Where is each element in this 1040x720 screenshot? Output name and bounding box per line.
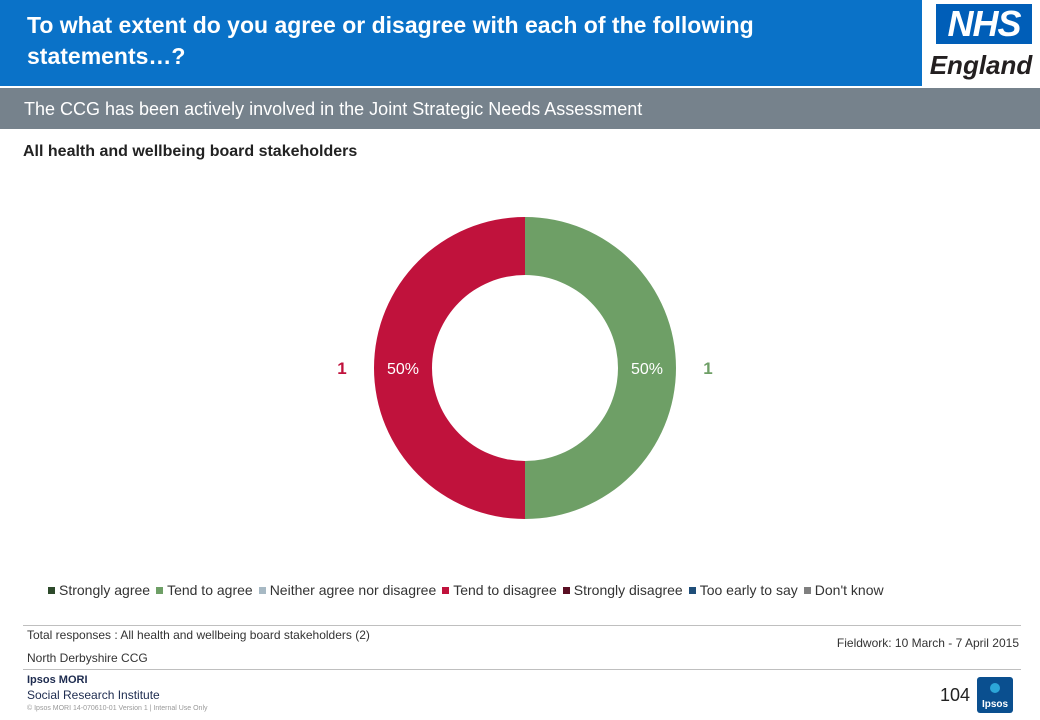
group-label: All health and wellbeing board stakehold…: [23, 143, 358, 160]
total-responses: Total responses : All health and wellbei…: [27, 628, 370, 642]
legend-swatch: [442, 587, 450, 594]
legend-swatch: [258, 587, 266, 594]
legend-item: Tend to disagree: [442, 582, 557, 598]
percent-label: 50%: [387, 361, 419, 378]
fieldwork-dates: Fieldwork: 10 March - 7 April 2015: [836, 636, 1019, 650]
footer-divider-bottom: [23, 669, 1021, 670]
percent-label: 50%: [631, 361, 663, 378]
page-number: 104: [940, 685, 971, 705]
copyright-text: © Ipsos MORI 14-070610-01 Version 1 | In…: [27, 705, 208, 712]
legend-label: Strongly agree: [59, 582, 151, 598]
ipsos-institute: Social Research Institute: [27, 688, 160, 702]
legend-swatch: [48, 587, 55, 594]
legend-item: Strongly disagree: [562, 582, 683, 598]
header-bar: To what extent do you agree or disagree …: [0, 0, 922, 86]
legend-item: Too early to say: [688, 582, 798, 598]
statement-bar: The CCG has been actively involved in th…: [0, 88, 1040, 129]
legend-item: Tend to agree: [156, 582, 253, 598]
ccg-name: North Derbyshire CCG: [27, 651, 148, 665]
legend-label: Don't know: [814, 582, 884, 598]
ipsos-logo-dot: [990, 683, 1000, 693]
legend-swatch: [562, 587, 570, 594]
legend-swatch: [803, 587, 811, 594]
ipsos-mori-logo: Ipsos MORI: [27, 674, 88, 686]
nhs-logo-mark: NHS: [936, 4, 1032, 44]
legend-label: Neither agree nor disagree: [269, 582, 437, 598]
count-label: 1: [703, 359, 712, 378]
legend-label: Tend to agree: [167, 582, 253, 598]
legend-item: Strongly agree: [48, 582, 150, 598]
ipsos-logo-text: Ipsos: [981, 699, 1009, 710]
legend-label: Tend to disagree: [453, 582, 557, 598]
nhs-england-logo: NHS England: [922, 0, 1040, 86]
chart-legend: Strongly agree Tend to agree Neither agree…: [48, 582, 1028, 602]
nhs-logo-region: England: [929, 50, 1033, 80]
legend-swatch: [156, 587, 164, 594]
footer-divider-top: [23, 625, 1021, 626]
legend-label: Strongly disagree: [573, 582, 683, 598]
donut-slice-tend-to-disagree: [374, 217, 525, 519]
page-title: To what extent do you agree or disagree …: [27, 12, 754, 69]
legend-item: Neither agree nor disagree: [258, 582, 437, 598]
ipsos-logo-icon: Ipsos: [977, 677, 1013, 713]
count-label: 1: [337, 359, 346, 378]
donut-slice-tend-to-agree: [525, 217, 676, 519]
legend-swatch: [688, 587, 696, 594]
legend-label: Too early to say: [699, 582, 798, 598]
statement-text: The CCG has been actively involved in th…: [24, 99, 643, 119]
legend-item: Don't know: [803, 582, 884, 598]
